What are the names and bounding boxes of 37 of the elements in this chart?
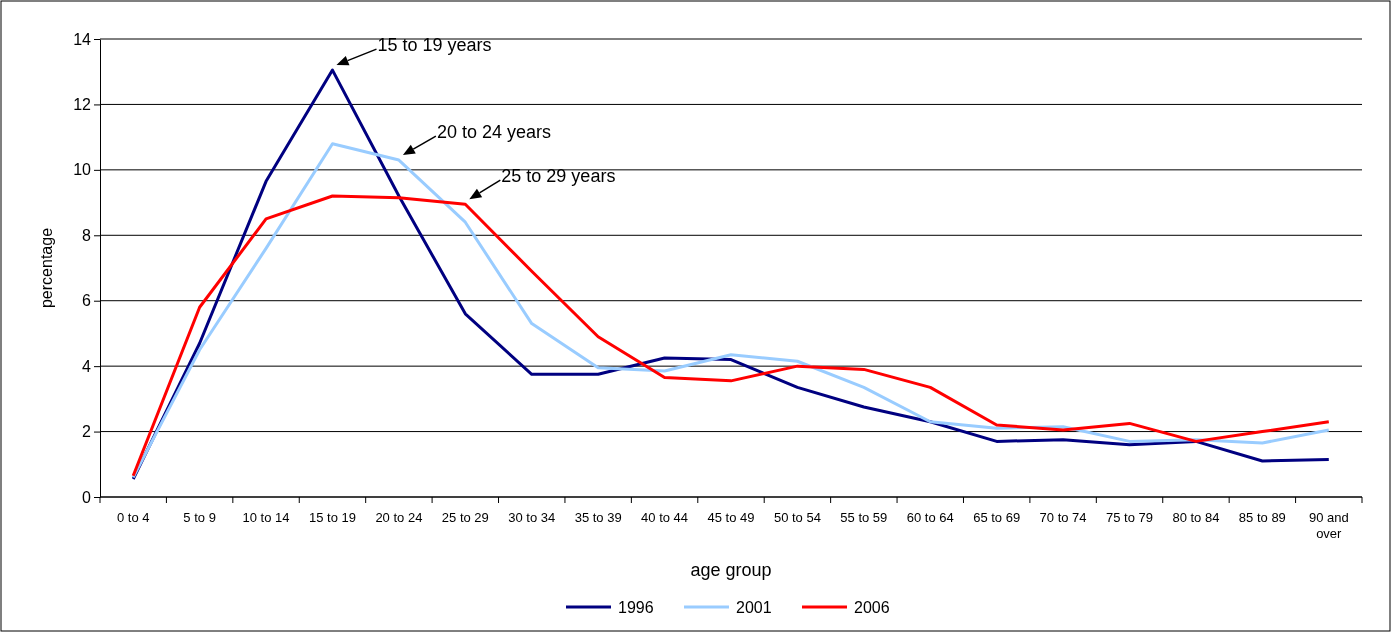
y-tick-label: 14 <box>73 30 92 48</box>
x-tick-label: 35 to 39 <box>574 510 622 525</box>
x-tick-label: 10 to 14 <box>242 510 290 525</box>
annotation: 20 to 24 years <box>436 122 551 143</box>
x-axis-title: age group <box>690 560 772 580</box>
x-tick-label: 70 to 74 <box>1039 510 1087 525</box>
x-tick-label: 40 to 44 <box>641 510 689 525</box>
y-tick-label: 4 <box>82 357 92 375</box>
legend-label: 2006 <box>854 599 890 616</box>
line-series <box>131 142 1331 479</box>
x-tick-label: 85 to 89 <box>1238 510 1286 525</box>
y-tick-label: 12 <box>73 96 92 114</box>
x-tick-label: 30 to 34 <box>508 510 556 525</box>
line-series <box>131 194 1331 478</box>
x-tick-label: 5 to 9 <box>183 510 216 525</box>
x-tick-label: 0 to 4 <box>116 510 150 525</box>
y-tick-label: 0 <box>82 488 92 506</box>
x-tick-label: 60 to 64 <box>906 510 954 525</box>
x-tick-label: 25 to 29 <box>441 510 489 525</box>
x-tick-label: 15 to 19 <box>308 510 356 525</box>
y-tick-label: 8 <box>82 226 92 244</box>
annotation: 25 to 29 years <box>501 166 616 187</box>
x-tick-label: 50 to 54 <box>773 510 821 525</box>
x-tick-label: 65 to 69 <box>973 510 1021 525</box>
legend-label: 2001 <box>736 599 772 616</box>
x-tick-label: 55 to 59 <box>840 510 888 525</box>
x-tick-label: 75 to 79 <box>1106 510 1154 525</box>
x-tick-label: 90 and over <box>1308 510 1349 541</box>
x-tick-label: 20 to 24 <box>375 510 423 525</box>
legend-label: 1996 <box>618 599 654 616</box>
y-tick-label: 6 <box>82 292 92 310</box>
x-tick-label: 80 to 84 <box>1172 510 1220 525</box>
annotation: 15 to 19 years <box>377 35 492 56</box>
x-tick-label: 45 to 49 <box>707 510 755 525</box>
y-tick-label: 2 <box>82 423 92 441</box>
y-axis-title: percentage <box>38 227 55 309</box>
y-tick-label: 10 <box>73 161 92 179</box>
